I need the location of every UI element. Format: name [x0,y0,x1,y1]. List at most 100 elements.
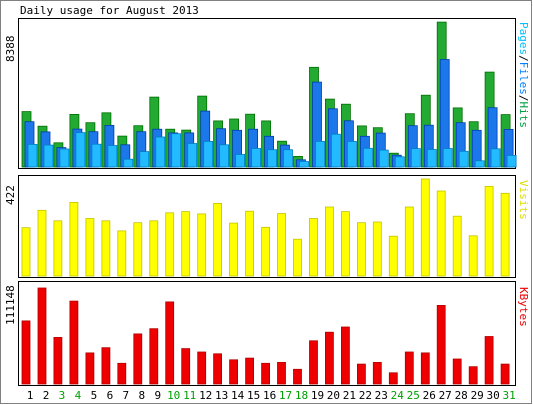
x-label-day-15: 15 [247,389,260,402]
bar-kbytes-day-3 [53,336,63,385]
x-label-day-13: 13 [215,389,228,402]
x-label-day-26: 26 [423,389,436,402]
bar-visits-day-24 [388,235,398,277]
bar-kbytes-day-12 [197,351,207,385]
bar-pages-day-31 [506,154,517,168]
bar-pages-day-4 [75,132,86,168]
panel-hits-files-pages: 8388 Pages/Files/Hits [4,18,530,169]
bar-kbytes-day-28 [452,358,462,385]
bar-kbytes-day-13 [213,353,223,385]
bar-kbytes-day-2 [37,287,47,385]
x-label-day-29: 29 [471,389,484,402]
bar-visits-day-6 [101,220,111,277]
x-label-day-2: 2 [43,389,50,402]
bar-kbytes-day-17 [277,361,286,385]
bar-kbytes-day-27 [436,304,446,385]
bar-kbytes-day-4 [69,300,79,385]
x-label-day-31: 31 [502,389,515,402]
bar-pages-day-14 [235,154,246,168]
bar-pages-day-26 [426,149,437,168]
x-label-day-9: 9 [154,389,161,402]
bar-visits-day-4 [69,201,79,277]
x-label-day-8: 8 [138,389,145,402]
bar-visits-day-15 [245,210,255,277]
bar-kbytes-day-31 [500,363,510,385]
bar-visits-day-23 [372,221,382,277]
bar-visits-day-1 [21,227,31,277]
bar-kbytes-day-14 [229,359,239,385]
chart-title: Daily usage for August 2013 [20,4,199,17]
x-label-day-30: 30 [486,389,499,402]
bar-kbytes-day-1 [21,320,31,385]
bar-kbytes-day-9 [149,328,159,385]
bar-visits-day-3 [53,220,63,277]
bar-kbytes-day-6 [101,347,111,385]
right-label-top-part: / [517,95,530,102]
bar-visits-day-12 [197,213,207,277]
bars-bot-group [21,287,510,385]
x-label-day-22: 22 [359,389,372,402]
bar-visits-day-28 [452,215,462,277]
bar-visits-day-10 [165,212,175,277]
bar-pages-day-10 [171,133,182,168]
bar-visits-day-22 [356,222,366,277]
bar-pages-day-3 [59,148,70,168]
x-label-day-27: 27 [439,389,452,402]
bar-pages-day-9 [155,136,166,168]
bar-visits-day-16 [261,226,271,277]
right-label-mid: Visits [517,180,530,220]
bar-kbytes-day-10 [165,301,175,385]
bar-pages-day-16 [267,149,278,168]
y-max-label-bot: 111148 [4,285,17,325]
x-label-day-24: 24 [391,389,405,402]
x-label-day-17: 17 [279,389,292,402]
x-label-day-12: 12 [199,389,212,402]
bar-visits-day-5 [85,218,95,277]
bar-kbytes-day-18 [293,368,302,385]
bar-visits-day-13 [213,202,223,277]
x-label-day-10: 10 [167,389,180,402]
bar-visits-day-29 [468,235,478,277]
bar-pages-day-12 [203,140,214,168]
bar-pages-day-13 [219,144,230,168]
bar-pages-day-7 [123,158,134,168]
bar-pages-day-27 [442,148,453,168]
bar-pages-day-17 [283,149,293,168]
x-label-day-1: 1 [27,389,34,402]
right-label-top-part: Hits [517,102,530,129]
bar-pages-day-21 [346,140,357,168]
bar-kbytes-day-23 [372,361,382,385]
bar-pages-day-30 [490,148,501,168]
x-label-day-16: 16 [263,389,276,402]
bar-visits-day-26 [420,178,430,277]
bar-visits-day-21 [340,211,350,277]
bar-kbytes-day-30 [484,336,494,385]
y-max-label-mid: 422 [4,185,17,205]
bar-kbytes-day-25 [404,351,414,385]
bar-pages-day-29 [474,160,485,168]
x-label-day-3: 3 [59,389,66,402]
bar-pages-day-28 [458,150,469,168]
panel-visits: 422 Visits [4,175,530,278]
x-label-day-14: 14 [231,389,245,402]
bar-kbytes-day-16 [261,362,271,385]
bar-visits-day-18 [293,238,302,277]
bar-visits-day-30 [484,185,494,277]
bar-visits-day-2 [37,209,47,277]
bars-mid-group [21,178,510,277]
bar-pages-day-23 [378,149,389,168]
bar-pages-day-8 [139,151,150,168]
bar-visits-day-14 [229,222,239,277]
bar-visits-day-17 [277,213,286,277]
right-label-top-part: Files [517,62,530,95]
bar-visits-day-7 [117,230,127,277]
bars-top-group [21,21,517,168]
bar-pages-day-2 [43,144,54,168]
bar-kbytes-day-22 [356,363,366,385]
bar-pages-day-18 [299,161,309,168]
x-label-day-28: 28 [455,389,468,402]
bar-visits-day-19 [309,218,318,277]
y-max-label-top: 8388 [4,36,17,63]
bar-kbytes-day-21 [340,326,350,385]
